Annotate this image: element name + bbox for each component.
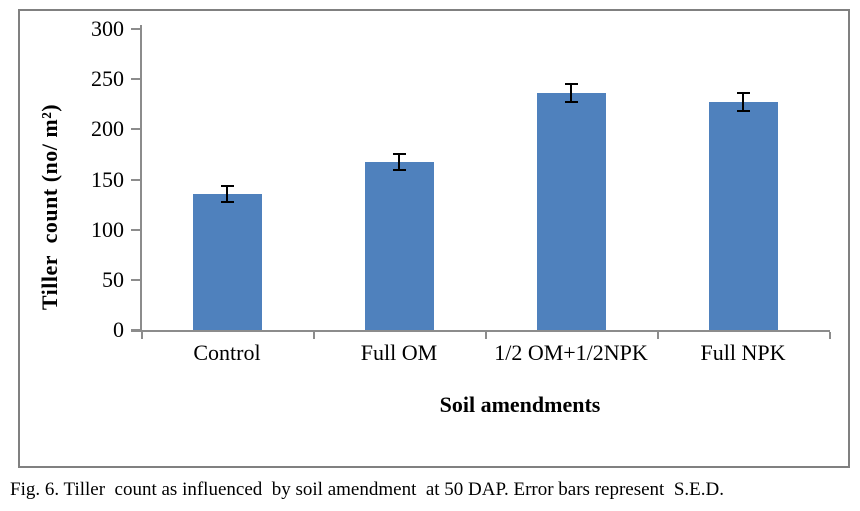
- error-bar-cap-bottom: [564, 101, 578, 104]
- error-bar-cap-bottom: [736, 110, 750, 113]
- error-bar-line: [226, 185, 228, 202]
- error-bar-cap-top: [736, 92, 750, 95]
- y-axis-line: [140, 25, 142, 332]
- y-tick-mark: [131, 178, 140, 181]
- y-tick-mark: [131, 278, 140, 281]
- y-tick-label: 200: [91, 116, 124, 142]
- y-tick-mark: [131, 28, 140, 30]
- y-tick-mark: [131, 329, 140, 331]
- figure-caption: Fig. 6. Tiller count as influenced by so…: [10, 479, 724, 500]
- bar: [364, 162, 434, 330]
- y-tick-label: 100: [91, 216, 124, 242]
- x-tick-mark: [141, 332, 143, 339]
- y-tick-label: 50: [102, 266, 124, 292]
- error-bar-cap-top: [392, 153, 406, 156]
- x-tick-label: 1/2 OM+1/2NPK: [494, 340, 648, 365]
- y-tick-label: 150: [91, 166, 124, 192]
- y-tick-label: 0: [113, 317, 124, 342]
- y-tick-mark: [131, 78, 140, 81]
- y-tick-label: 250: [91, 66, 124, 92]
- x-axis-line: [131, 330, 830, 332]
- error-bar-line: [398, 154, 400, 171]
- x-tick-label: Control: [193, 340, 261, 365]
- error-bar-cap-bottom: [392, 169, 406, 172]
- bar: [708, 102, 778, 330]
- error-bar-line: [570, 84, 572, 103]
- y-tick-mark: [131, 228, 140, 231]
- x-tick-mark: [829, 332, 831, 339]
- x-tick-mark: [657, 332, 659, 339]
- x-tick-label: Full OM: [360, 340, 438, 365]
- x-axis-title: Soil amendments: [439, 392, 601, 417]
- x-tick-mark: [313, 332, 315, 339]
- error-bar-cap-bottom: [220, 200, 234, 203]
- bar: [192, 193, 262, 330]
- y-tick-label: 300: [91, 16, 124, 41]
- x-tick-mark: [485, 332, 487, 339]
- x-tick-label: Full NPK: [700, 340, 786, 365]
- error-bar-line: [742, 93, 744, 112]
- error-bar-cap-top: [220, 184, 234, 187]
- y-tick-mark: [131, 128, 140, 131]
- bar: [536, 93, 606, 330]
- error-bar-cap-top: [564, 83, 578, 86]
